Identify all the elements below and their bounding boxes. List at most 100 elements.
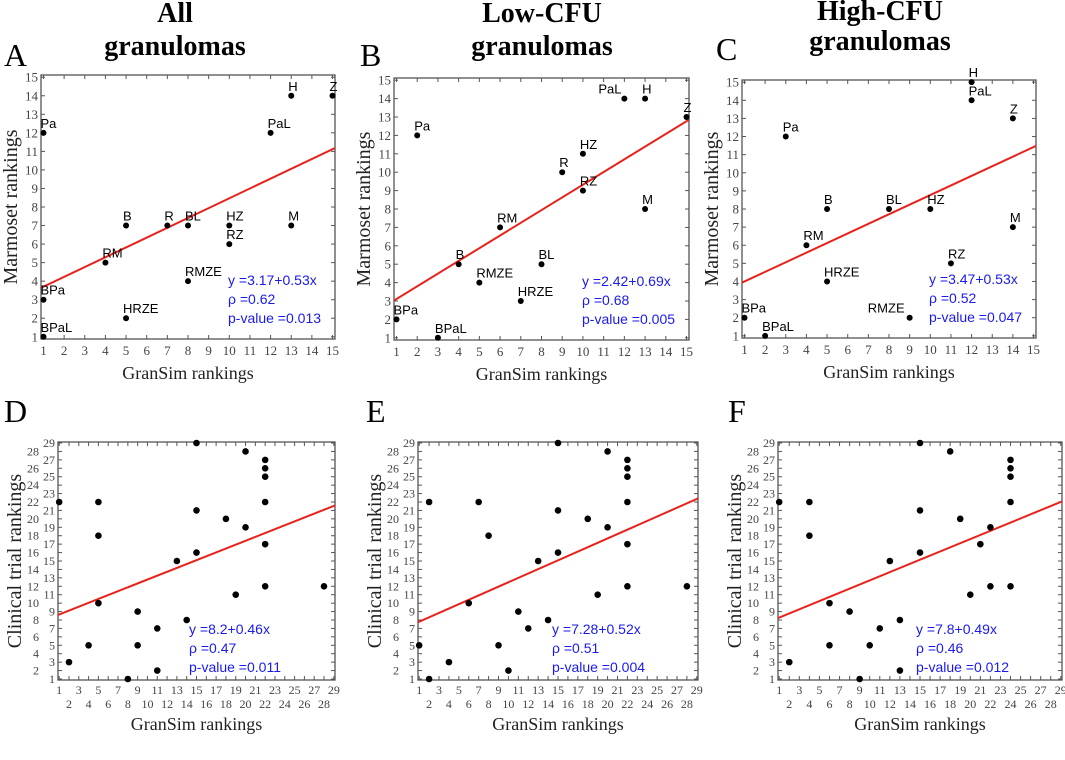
panel-title-line: Low-CFU xyxy=(482,0,602,29)
y-tick-label: 7 xyxy=(409,621,415,635)
point-label: BPaL xyxy=(40,320,72,335)
data-point xyxy=(554,439,562,447)
stats-line: p-value =0.047 xyxy=(929,309,1022,325)
data-point xyxy=(85,641,92,649)
data-point xyxy=(876,625,884,632)
x-tick-label: 4 xyxy=(86,697,92,711)
data-point xyxy=(594,591,601,599)
data-point xyxy=(1009,115,1016,122)
data-point xyxy=(775,498,783,506)
x-tick-label: 22 xyxy=(621,697,633,711)
x-tick-label: 7 xyxy=(164,343,171,358)
y-tick-label: 26 xyxy=(747,461,759,475)
point-label: HZ xyxy=(226,209,243,224)
data-point xyxy=(55,498,63,506)
data-point xyxy=(134,641,141,649)
y-tick-label: 11 xyxy=(43,588,55,602)
data-point xyxy=(95,599,102,607)
y-tick-label: 1 xyxy=(49,672,55,686)
data-point xyxy=(624,464,631,472)
panel-title-line: granulomas xyxy=(104,31,246,62)
x-tick-label: 12 xyxy=(618,344,631,359)
point-label: BL xyxy=(539,247,555,262)
y-tick-label: 12 xyxy=(378,128,391,143)
x-tick-label: 28 xyxy=(1045,697,1057,711)
x-tick-label: 1 xyxy=(393,344,400,359)
point-label: Pa xyxy=(414,118,431,133)
data-point xyxy=(584,515,592,523)
point-label: HRZE xyxy=(824,264,860,279)
y-tick-label: 14 xyxy=(726,93,740,108)
x-tick-label: 6 xyxy=(105,697,111,711)
point-label: BL xyxy=(886,192,902,207)
stats-line: ρ =0.62 xyxy=(228,291,275,307)
x-tick-label: 8 xyxy=(538,344,545,359)
x-tick-label: 28 xyxy=(318,697,330,711)
data-point xyxy=(916,549,924,556)
data-point xyxy=(183,616,190,624)
point-label: R xyxy=(559,155,568,170)
stats-line: p-value =0.011 xyxy=(189,659,281,675)
x-tick-label: 5 xyxy=(476,344,483,359)
stats-line: ρ =0.47 xyxy=(189,640,236,656)
data-point xyxy=(434,334,441,341)
x-tick-label: 6 xyxy=(844,342,851,357)
y-tick-label: 27 xyxy=(763,453,775,467)
y-tick-label: 9 xyxy=(49,605,55,619)
x-tick-label: 7 xyxy=(115,683,121,697)
data-point xyxy=(624,456,631,464)
y-tick-label: 9 xyxy=(385,183,392,198)
y-tick-label: 18 xyxy=(27,529,39,543)
point-label: RM xyxy=(497,210,517,225)
point-label: PaL xyxy=(598,82,621,97)
x-tick-label: 11 xyxy=(945,342,958,357)
x-tick-label: 2 xyxy=(786,697,792,711)
y-axis-label: Clinical trial rankings xyxy=(4,474,26,649)
x-tick-label: 28 xyxy=(681,697,693,711)
y-tick-label: 10 xyxy=(27,596,39,610)
y-tick-label: 5 xyxy=(49,638,55,652)
y-tick-label: 11 xyxy=(403,588,415,602)
x-tick-label: 12 xyxy=(884,697,896,711)
y-tick-label: 6 xyxy=(33,630,39,644)
stats-line: p-value =0.012 xyxy=(916,659,1009,675)
y-tick-label: 27 xyxy=(43,453,55,467)
data-point xyxy=(173,557,181,565)
stats-line: y =3.47+0.53x xyxy=(929,271,1018,287)
y-tick-label: 3 xyxy=(733,292,740,307)
point-label: RMZE xyxy=(185,264,222,279)
y-tick-label: 13 xyxy=(763,571,775,585)
x-tick-label: 8 xyxy=(185,343,192,358)
point-label: M xyxy=(642,192,653,207)
data-point xyxy=(824,206,831,212)
x-tick-label: 13 xyxy=(171,683,183,697)
x-tick-label: 20 xyxy=(602,697,614,711)
point-label: BPa xyxy=(40,283,65,298)
data-point xyxy=(956,515,964,523)
data-point xyxy=(445,658,453,666)
y-tick-label: 12 xyxy=(27,579,39,593)
x-tick-label: 14 xyxy=(659,344,673,359)
y-tick-label: 28 xyxy=(27,444,39,458)
y-tick-label: 6 xyxy=(32,237,39,252)
data-point xyxy=(222,515,230,523)
y-tick-label: 9 xyxy=(409,605,415,619)
point-label: H xyxy=(642,82,651,97)
x-tick-label: 13 xyxy=(639,344,652,359)
y-axis-label: Clinical trial rankings xyxy=(724,474,746,649)
data-point xyxy=(782,133,789,140)
y-tick-label: 14 xyxy=(27,562,39,576)
x-tick-label: 24 xyxy=(641,697,653,711)
x-tick-label: 23 xyxy=(269,683,281,697)
stats-line: ρ =0.46 xyxy=(916,640,963,656)
y-tick-label: 28 xyxy=(387,444,399,458)
y-tick-label: 7 xyxy=(385,220,392,235)
y-tick-label: 16 xyxy=(747,546,759,560)
data-point xyxy=(968,97,975,104)
data-point xyxy=(134,608,141,615)
y-tick-label: 17 xyxy=(43,537,55,551)
y-tick-label: 29 xyxy=(403,436,415,450)
panel-title-line: granulomas xyxy=(809,26,951,57)
x-tick-label: 13 xyxy=(285,343,298,358)
